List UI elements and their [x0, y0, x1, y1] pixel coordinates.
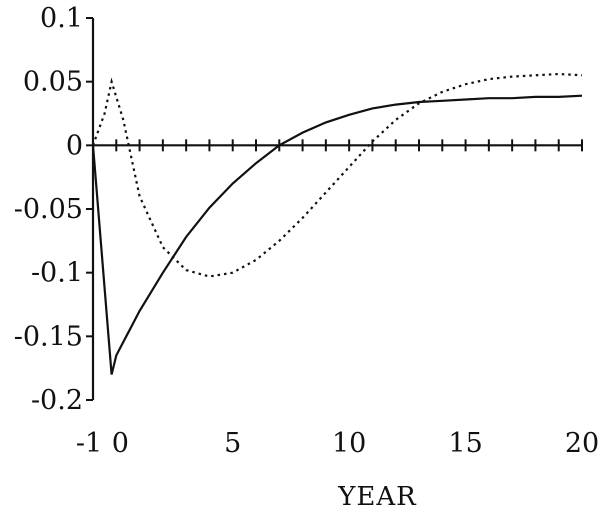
y-tick-label: -0.05 [14, 194, 83, 225]
x-axis-title: YEAR [337, 482, 417, 512]
x-tick-label: 5 [224, 428, 241, 459]
y-axis: 0.1 0.05 0 -0.05 -0.1 -0.15 -0.2 [14, 3, 95, 416]
y-tick-label: -0.1 [31, 258, 83, 289]
series-line-1-solid [91, 94, 583, 375]
series-line-2-dotted [91, 72, 583, 278]
series-layer [91, 72, 583, 375]
y-tick-label: -0.2 [31, 385, 83, 416]
x-tick-label: 0 [112, 428, 129, 459]
y-tick-label: -0.15 [14, 321, 83, 352]
y-tick-label: 0.1 [40, 3, 83, 34]
x-axis: -1 0 5 10 15 20 [76, 139, 599, 459]
x-tick-label: 20 [565, 428, 599, 459]
x-tick-label: 10 [332, 428, 366, 459]
x-tick-label: -1 [76, 428, 102, 459]
y-tick-label: 0.05 [23, 67, 83, 98]
x-tick-label: 15 [448, 428, 482, 459]
y-tick-label: 0 [66, 130, 83, 161]
